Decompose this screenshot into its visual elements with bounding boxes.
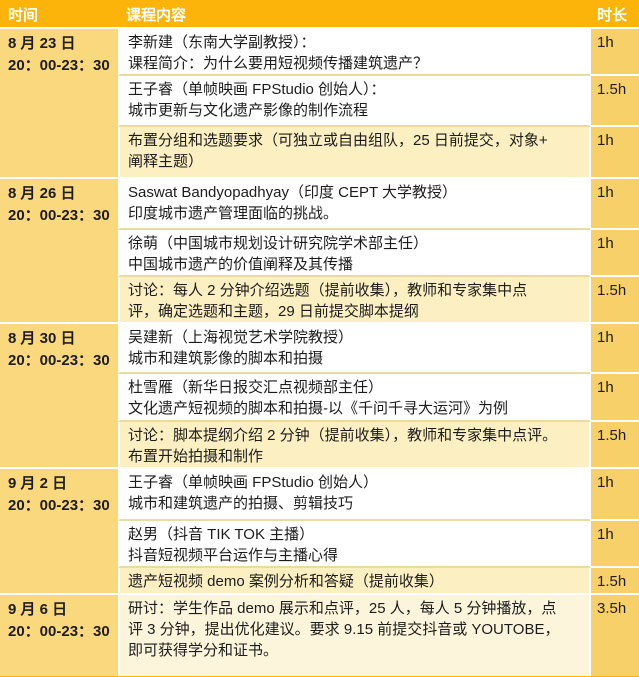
date-text: 8 月 26 日 [8,185,76,202]
time-cell: 8 月 26 日 20：00-23：30 [0,179,118,324]
duration-cell: 1.5h [591,76,639,127]
duration-cell: 1.5h [591,277,639,324]
course-content-cell: 王子睿（单帧映画 FPStudio 创始人）： 城市更新与文化遗产影像的制作流程 [118,76,591,127]
header-row: 时间 课程内容 时长 [0,0,639,29]
table-header: 时间 课程内容 时长 [0,0,639,29]
duration-cell: 1h [591,230,639,277]
course-content-cell: 讨论：脚本提纲介绍 2 分钟（提前收集），教师和专家集中点评。 布置开始拍摄和制… [118,422,591,469]
schedule-row: 9 月 2 日 20：00-23：30 王子睿（单帧映画 FPStudio 创始人）… [0,469,639,595]
duration-cell: 1.5h [591,422,639,469]
duration-cell: 1h [591,127,639,179]
schedule-row: 赵男（抖音 TIK TOK 主播） 抖音短视频平台运作与主播心得 1h [0,521,639,568]
schedule-row: 遗产短视频 demo 案例分析和答疑（提前收集） 1.5h [0,568,639,595]
time-range-text: 20：00-23：30 [8,352,110,369]
schedule-row: 讨论：脚本提纲介绍 2 分钟（提前收集），教师和专家集中点评。 布置开始拍摄和制… [0,422,639,469]
duration-cell: 3.5h [591,595,639,676]
time-cell: 9 月 2 日 20：00-23：30 [0,469,118,595]
course-content-cell: Saswat Bandyopadhyay（印度 CEPT 大学教授） 印度城市遗… [118,179,591,230]
schedule-row: 8 月 26 日 20：00-23：30 Saswat Bandyopadhyay（… [0,179,639,324]
course-content-cell: 遗产短视频 demo 案例分析和答疑（提前收集） [118,568,591,595]
duration-cell: 1h [591,374,639,422]
course-content-cell: 杜雪雁（新华日报交汇点视频部主任） 文化遗产短视频的脚本和拍摄-以《千问千寻大运… [118,374,591,422]
course-content-cell: 李新建（东南大学副教授）： 课程简介：为什么要用短视频传播建筑遗产？ [118,29,591,76]
col-header-duration: 时长 [591,0,639,29]
schedule-row: 8 月 30 日 20：00-23：30 吴建新（上海视觉艺术学院教授） 城市和建筑… [0,324,639,469]
schedule-row: 徐萌（中国城市规划设计研究院学术部主任） 中国城市遗产的价值阐释及其传播 1h [0,230,639,277]
course-content-cell: 吴建新（上海视觉艺术学院教授） 城市和建筑影像的脚本和拍摄 [118,324,591,374]
duration-cell: 1h [591,324,639,374]
col-header-content: 课程内容 [118,0,591,29]
time-range-text: 20：00-23：30 [8,497,110,514]
schedule-row: 杜雪雁（新华日报交汇点视频部主任） 文化遗产短视频的脚本和拍摄-以《千问千寻大运… [0,374,639,422]
course-content-cell: 徐萌（中国城市规划设计研究院学术部主任） 中国城市遗产的价值阐释及其传播 [118,230,591,277]
schedule-row: 布置分组和选题要求（可独立或自由组队，25 日前提交，对象+ 阐释主题） 1h [0,127,639,179]
col-header-time: 时间 [0,0,118,29]
duration-cell: 1h [591,469,639,521]
time-range-text: 20：00-23：30 [8,623,110,640]
time-range-text: 20：00-23：30 [8,207,110,224]
schedule-row: 讨论：每人 2 分钟介绍选题（提前收集），教师和专家集中点 评，确定选题和主题，… [0,277,639,324]
duration-cell: 1h [591,29,639,76]
duration-cell: 1.5h [591,568,639,595]
course-content-cell: 布置分组和选题要求（可独立或自由组队，25 日前提交，对象+ 阐释主题） [118,127,591,179]
course-content-cell: 研讨：学生作品 demo 展示和点评，25 人，每人 5 分钟播放，点 评 3 … [118,595,591,676]
time-range-text: 20：00-23：30 [8,57,110,74]
schedule-row: 9 月 6 日 20：00-23：30 研讨：学生作品 demo 展示和点评，25 … [0,595,639,676]
date-text: 8 月 23 日 [8,35,76,52]
time-cell: 8 月 23 日 20：00-23：30 [0,29,118,179]
date-text: 8 月 30 日 [8,330,76,347]
course-content-cell: 王子睿（单帧映画 FPStudio 创始人） 城市和建筑遗产的拍摄、剪辑技巧 [118,469,591,521]
time-cell: 8 月 30 日 20：00-23：30 [0,324,118,469]
time-cell: 9 月 6 日 20：00-23：30 [0,595,118,676]
course-content-cell: 讨论：每人 2 分钟介绍选题（提前收集），教师和专家集中点 评，确定选题和主题，… [118,277,591,324]
date-text: 9 月 6 日 [8,601,68,618]
schedule-row: 王子睿（单帧映画 FPStudio 创始人）： 城市更新与文化遗产影像的制作流程… [0,76,639,127]
schedule-row: 8 月 23 日 20：00-23：30 李新建（东南大学副教授）： 课程简介：为什… [0,29,639,179]
course-content-cell: 赵男（抖音 TIK TOK 主播） 抖音短视频平台运作与主播心得 [118,521,591,568]
date-text: 9 月 2 日 [8,475,68,492]
table-body: 8 月 23 日 20：00-23：30 李新建（东南大学副教授）： 课程简介：为什… [0,29,639,676]
duration-cell: 1h [591,179,639,230]
duration-cell: 1h [591,521,639,568]
